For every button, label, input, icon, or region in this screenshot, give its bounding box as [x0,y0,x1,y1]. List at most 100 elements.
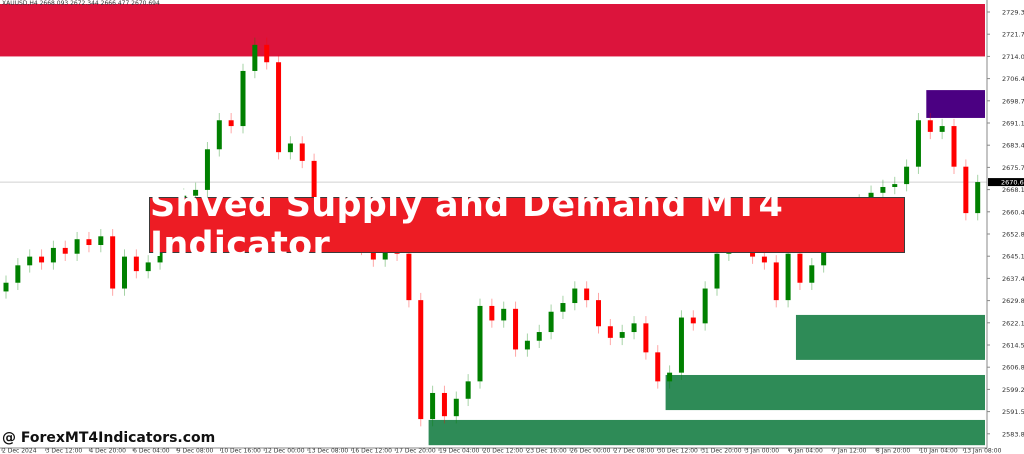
candle-body [880,186,886,193]
x-tick-label: 2 Dec 2024 [2,448,37,454]
candle [880,179,886,201]
candle-body [667,372,673,382]
candle-body [678,317,684,373]
candle-body [489,305,495,321]
x-tick-label: 17 Dec 20:00 [395,448,436,454]
candle-body [133,256,139,272]
candle-body [524,340,530,350]
candle [963,159,969,221]
x-tick-label: 26 Dec 00:00 [570,448,611,454]
current-price-label: 2670.694 [1001,179,1024,187]
candle-body [963,166,969,214]
candle [797,246,803,290]
candle-body [572,288,578,304]
candle [62,240,68,261]
y-tick-label: 2614.550 [1002,342,1024,350]
candle [927,113,933,140]
candle [785,246,791,308]
y-tick-label: 2645.140 [1002,253,1024,261]
candle [584,281,590,308]
candle-body [74,239,80,254]
candle [939,118,945,140]
candle [678,310,684,380]
candle [489,298,495,328]
x-tick-label: 6 Jan 04:00 [789,448,823,454]
candle [501,301,507,328]
candle-body [797,253,803,283]
candle-body [939,126,945,132]
y-tick-label: 2683.435 [1002,142,1024,150]
candle [607,318,613,346]
candle-body [453,398,459,417]
x-tick-label: 4 Dec 20:00 [89,448,126,454]
y-tick-label: 2675.730 [1002,164,1024,172]
candle [122,249,127,296]
x-tick-label: 3 Dec 12:00 [46,448,83,454]
x-tick-label: 13 Dec 08:00 [308,448,349,454]
x-tick-label: 19 Dec 04:00 [439,448,480,454]
candle-body [264,44,270,63]
candle-body [86,239,92,246]
candle-body [607,326,613,338]
candle-body [892,184,898,187]
candle [915,113,921,174]
candle [892,176,898,195]
y-tick-label: 2637.435 [1002,275,1024,283]
symbol-info: XAUUSD,H4 2668.093 2672.344 2666.477 267… [2,0,160,7]
candle-body [596,300,601,327]
candle-body [821,242,827,266]
candle-body [915,120,921,167]
candle-body [513,308,519,350]
candle-body [951,126,957,167]
candle-body [501,308,507,321]
candle [714,246,720,296]
candle [596,292,601,334]
candle-body [204,149,210,190]
candle [39,249,45,270]
x-tick-label: 23 Dec 16:00 [526,448,567,454]
y-tick-label: 2660.435 [1002,208,1024,216]
candle-body [122,256,127,289]
candle-body [643,323,649,353]
candle-body [110,236,116,289]
candle [3,275,9,299]
candle [110,229,116,296]
candle-body [761,256,767,263]
candle [98,229,104,253]
candle [643,316,649,360]
y-tick-label: 2591.550 [1002,408,1024,416]
candle [406,246,412,308]
candle-body [98,236,104,246]
candle-body [252,44,258,71]
x-tick-label: 10 Jan 04:00 [920,448,958,454]
zone-supply-0 [0,4,985,57]
candle [15,258,21,290]
candle [216,113,222,157]
candle [951,118,957,174]
candle-body [809,265,815,283]
candle-body [465,381,471,399]
title-banner: Shved Supply and Demand MT4 Indicator [149,185,905,265]
x-tick-label: 20 Dec 12:00 [483,448,524,454]
y-tick-label: 2652.845 [1002,231,1024,239]
candle-body [785,253,791,301]
candle-body [927,120,933,132]
candle-body [548,311,554,333]
candle [809,258,815,290]
candle [287,136,293,160]
watermark: @ ForexMT4Indicators.com [2,430,216,446]
candle-body [619,332,625,338]
candle [264,37,270,70]
candle-body [50,247,56,263]
zone-supply-1 [926,90,985,118]
y-tick-label: 2706.435 [1002,75,1024,83]
y-tick-label: 2599.255 [1002,386,1024,394]
x-tick-label: 31 Dec 20:00 [701,448,742,454]
candle [536,324,542,349]
zone-demand-2 [795,314,985,360]
candle-body [714,253,720,289]
banner-title: Shved Supply and Demand MT4 Indicator [150,185,784,265]
candle-body [299,143,305,161]
x-tick-label: 7 Jan 12:00 [832,448,866,454]
